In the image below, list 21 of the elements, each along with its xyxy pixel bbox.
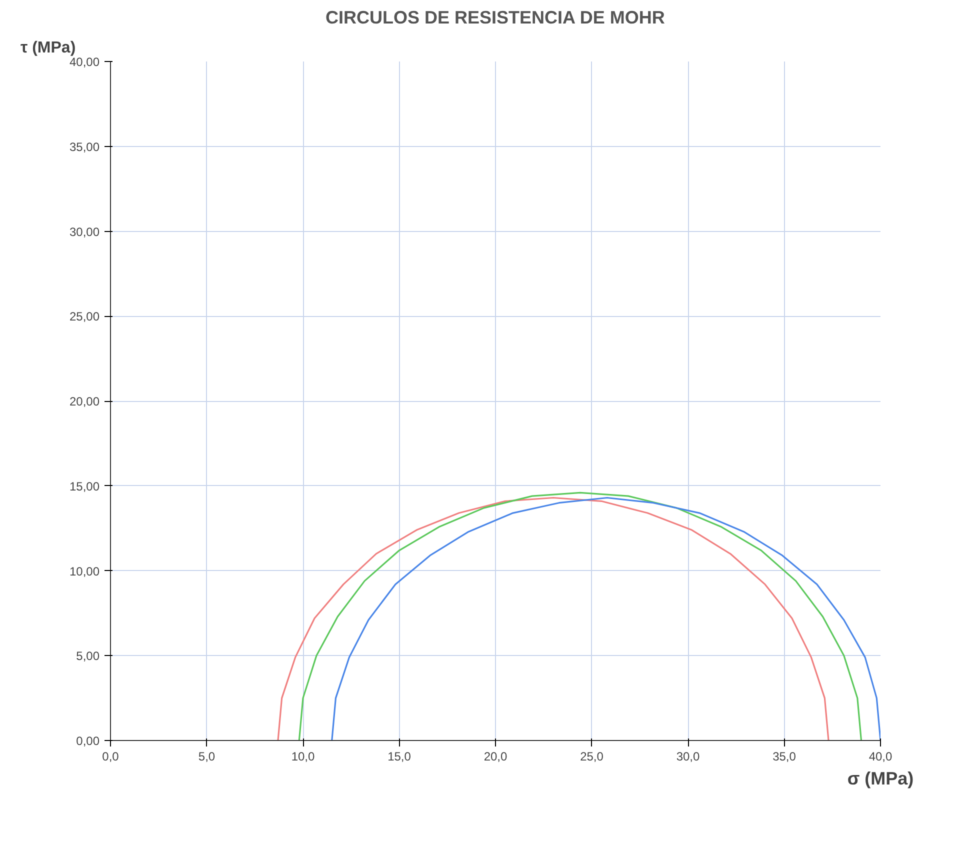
x-tick-label: 35,0 [772, 750, 796, 764]
x-tick-label: 30,0 [676, 750, 700, 764]
y-axis-title: τ (MPa) [20, 40, 76, 56]
x-tick-label: 15,0 [388, 750, 412, 764]
y-tick-label: 35,00 [69, 140, 100, 154]
y-tick-label: 0,00 [76, 734, 100, 748]
x-tick-label: 25,0 [580, 750, 604, 764]
y-tick-label: 15,00 [69, 479, 100, 494]
y-tick-label: 30,00 [69, 224, 100, 239]
x-tick-label: 5,0 [198, 750, 216, 764]
chart-title: CIRCULOS DE RESISTENCIA DE MOHR [325, 8, 665, 28]
y-tick-label: 10,00 [69, 564, 100, 578]
x-axis-title: σ (MPa) [847, 768, 914, 788]
y-tick-label: 5,00 [76, 649, 100, 664]
x-tick-label: 0,0 [102, 750, 120, 764]
y-tick-label: 40,00 [69, 55, 100, 69]
y-tick-label: 25,00 [69, 310, 100, 324]
x-tick-label: 40,0 [868, 750, 893, 764]
x-tick-label: 10,0 [291, 750, 316, 764]
x-tick-label: 20,0 [484, 750, 508, 764]
y-tick-label: 20,00 [69, 394, 100, 408]
